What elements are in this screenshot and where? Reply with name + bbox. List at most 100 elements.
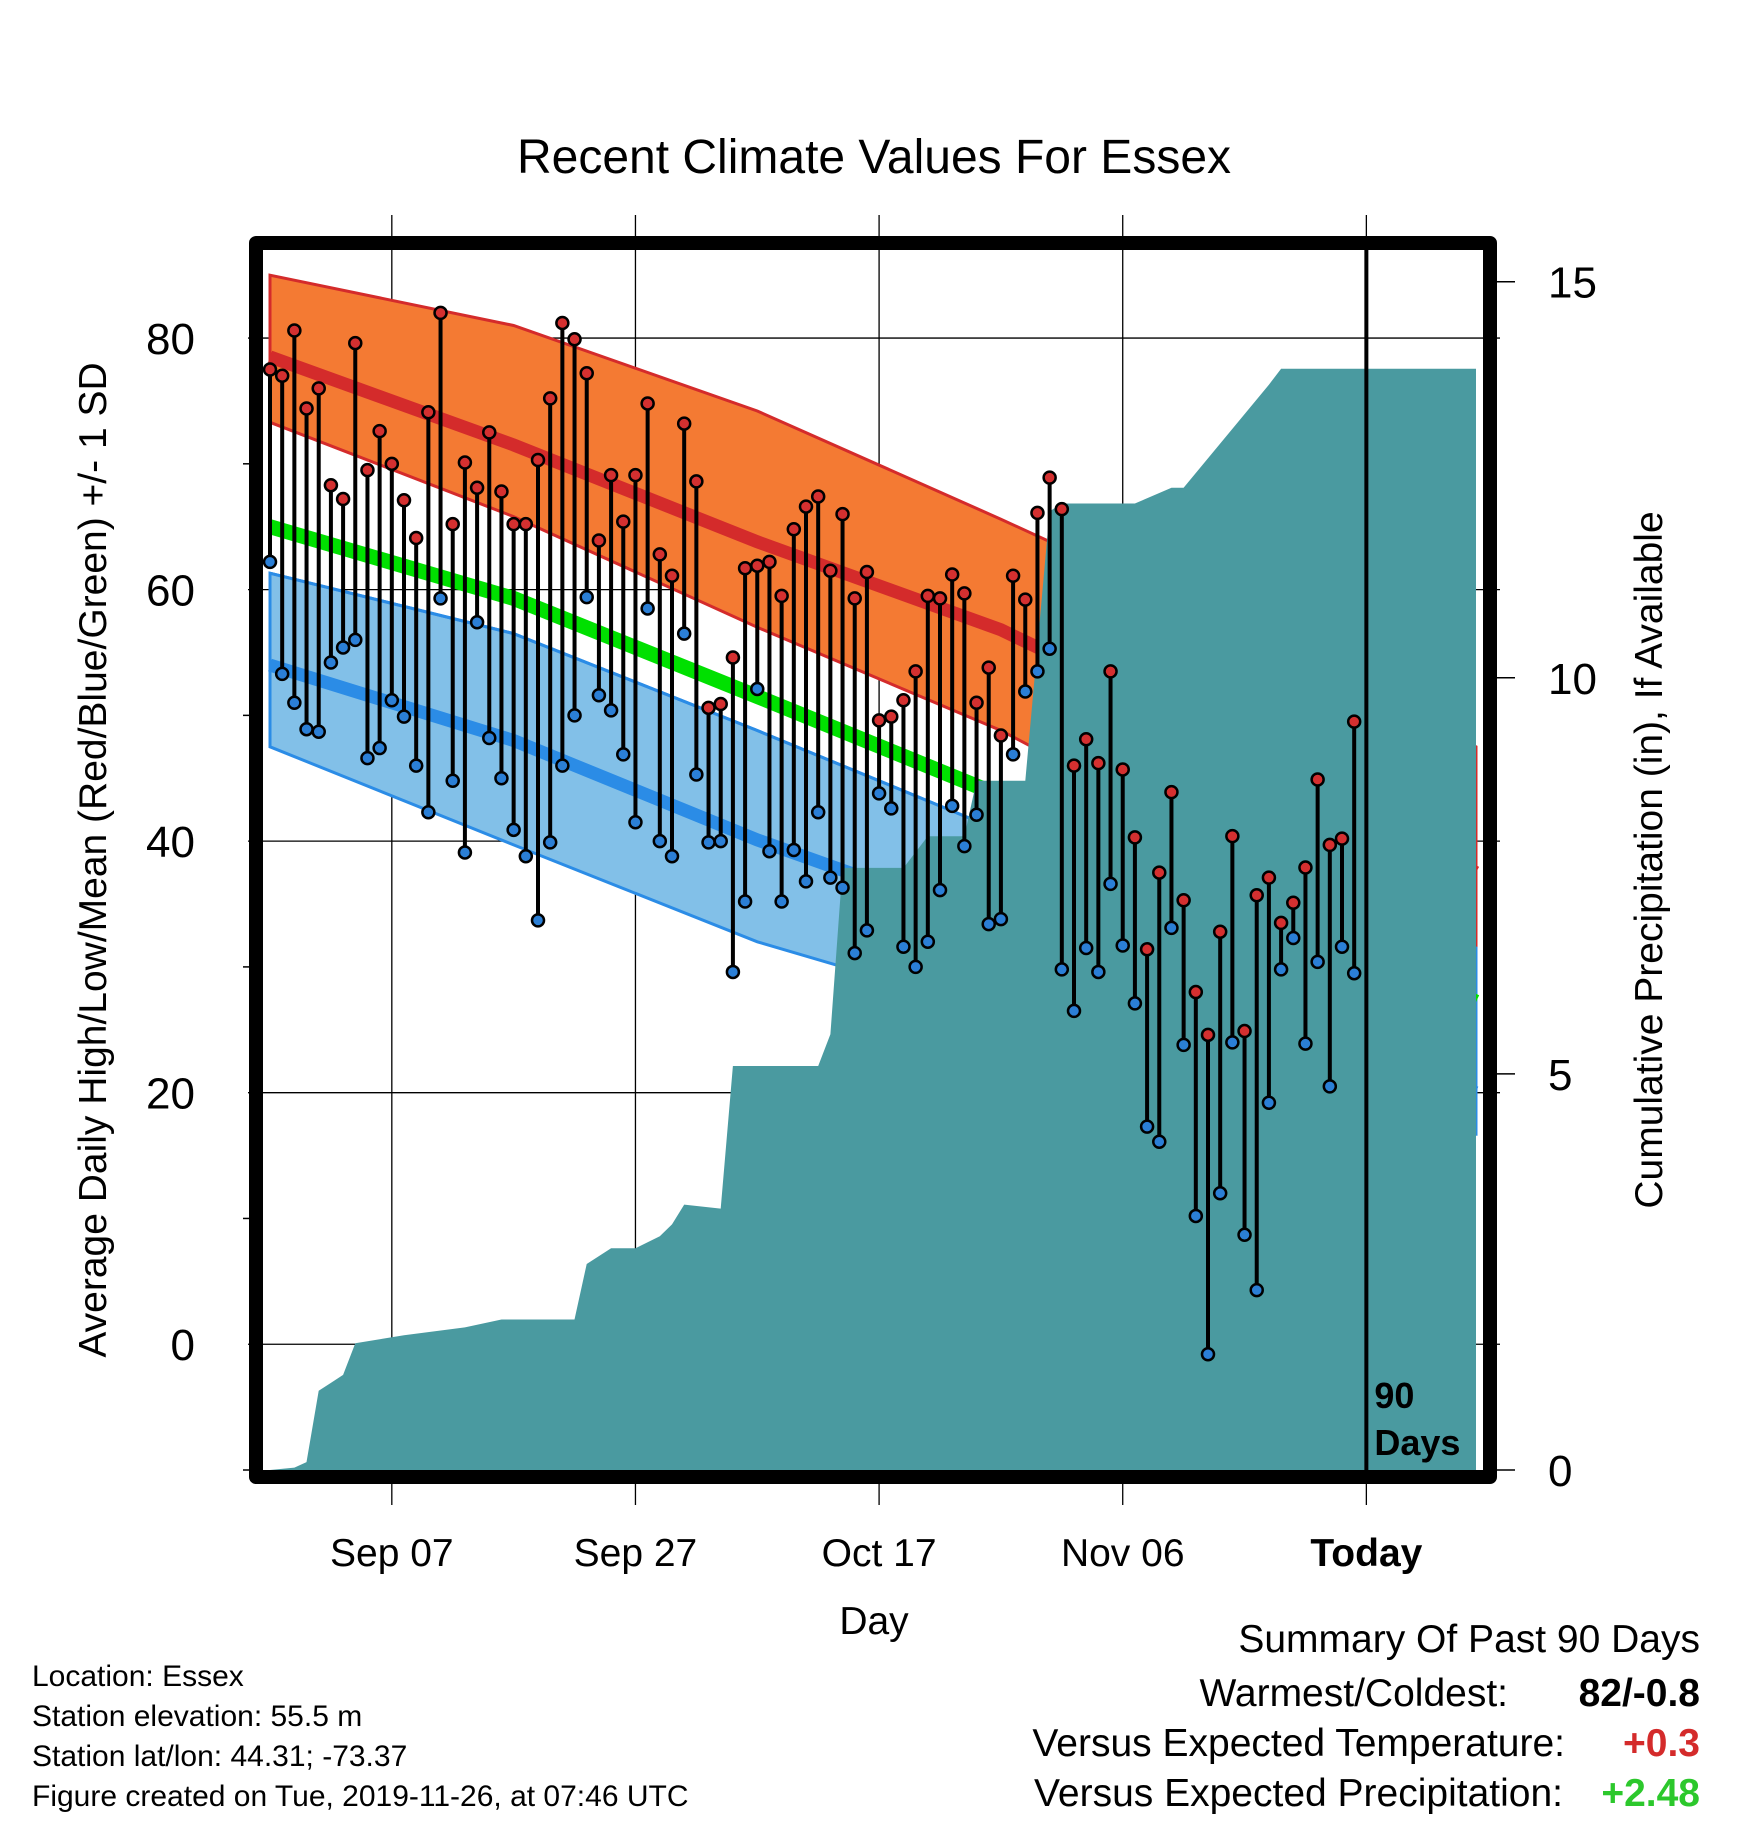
obs-high-point <box>737 560 753 576</box>
obs-high-point <box>421 404 436 420</box>
x-tick-label: Nov 06 <box>1061 1532 1185 1575</box>
obs-high-point <box>1310 772 1325 787</box>
obs-high-point <box>579 366 594 381</box>
obs-high-point <box>908 664 923 679</box>
obs-high-point <box>957 586 972 601</box>
obs-low-point <box>1212 1186 1228 1201</box>
obs-low-point <box>299 721 314 737</box>
y-tick-label: 20 <box>146 1070 195 1119</box>
obs-low-point <box>518 848 534 864</box>
y2-axis-label: Cumulative Precipitation (in), If Availa… <box>1628 511 1671 1208</box>
obs-high-point <box>823 563 838 578</box>
obs-low-point <box>408 758 424 773</box>
obs-low-point <box>579 589 594 605</box>
obs-low-point <box>348 632 363 648</box>
obs-high-point <box>1018 592 1033 607</box>
precipitation-area <box>270 368 1476 1470</box>
obs-low-point <box>1200 1347 1216 1362</box>
y2-tick-label: 5 <box>1548 1051 1572 1100</box>
obs-high-point <box>847 591 862 606</box>
location-text: Location: Essex <box>32 1660 244 1693</box>
obs-low-point <box>567 708 582 723</box>
obs-low-point <box>1152 1134 1167 1149</box>
obs-high-point <box>1249 887 1264 903</box>
obs-high-point <box>652 547 668 562</box>
obs-high-point <box>542 391 558 406</box>
obs-high-point <box>810 489 826 504</box>
obs-high-point <box>287 323 302 338</box>
obs-high-point <box>1334 831 1350 846</box>
obs-low-point <box>311 724 326 739</box>
obs-high-point <box>1322 837 1338 853</box>
created-text: Figure created on Tue, 2019-11-26, at 07… <box>32 1780 689 1813</box>
obs-low-point <box>871 786 887 801</box>
obs-high-point <box>689 474 704 489</box>
x-tick-label: Oct 17 <box>822 1532 937 1575</box>
obs-low-point <box>847 945 862 961</box>
obs-high-point <box>920 588 936 604</box>
y-tick-label: 80 <box>146 315 195 364</box>
today-days-label: Days <box>1374 1422 1460 1463</box>
obs-low-point <box>957 838 972 854</box>
obs-low-point <box>676 626 692 641</box>
obs-high-point <box>1261 870 1277 885</box>
obs-high-point <box>944 567 960 582</box>
obs-low-point <box>1334 939 1350 955</box>
obs-low-point <box>494 770 509 786</box>
plot-frame: 90 Days <box>249 236 1497 1484</box>
obs-high-point <box>591 533 607 548</box>
obs-high-point <box>750 558 765 573</box>
obs-high-point <box>555 315 570 331</box>
obs-high-point <box>981 660 996 675</box>
obs-low-point <box>640 601 655 616</box>
obs-low-point <box>1225 1035 1240 1050</box>
obs-high-point <box>1078 732 1094 747</box>
obs-high-point <box>701 700 716 716</box>
obs-low-point <box>835 880 850 895</box>
obs-high-point <box>1115 762 1130 777</box>
warm-cold-value: 82/-0.8 <box>1578 1672 1700 1715</box>
obs-high-point <box>457 455 473 470</box>
obs-low-point <box>932 882 948 898</box>
obs-low-point <box>1005 747 1021 762</box>
obs-low-point <box>360 750 375 766</box>
obs-high-point <box>762 554 777 570</box>
obs-high-point <box>884 709 899 724</box>
obs-high-point <box>1030 505 1045 521</box>
obs-low-point <box>628 815 643 830</box>
obs-low-point <box>445 773 460 789</box>
today-count-label: 90 <box>1374 1375 1414 1416</box>
obs-low-point <box>664 848 680 864</box>
y2-tick-label: 10 <box>1548 655 1597 704</box>
obs-high-point <box>859 564 875 580</box>
obs-high-point <box>932 591 948 606</box>
obs-low-point <box>530 913 546 928</box>
obs-low-point <box>1139 1119 1155 1134</box>
obs-high-point <box>786 521 802 537</box>
obs-high-point <box>433 305 448 321</box>
obs-high-point <box>335 491 351 507</box>
chart-title: Recent Climate Values For Essex <box>516 131 1232 184</box>
obs-low-point <box>725 964 741 980</box>
temp-label: Versus Expected Temperature: <box>1032 1722 1565 1765</box>
obs-low-point <box>908 959 923 975</box>
obs-high-point <box>1225 828 1240 844</box>
obs-high-point <box>1237 1023 1252 1039</box>
obs-high-point <box>518 516 534 532</box>
obs-low-point <box>323 655 339 670</box>
obs-low-point <box>1030 664 1045 679</box>
obs-high-point <box>372 423 387 439</box>
obs-low-point <box>859 923 875 938</box>
obs-high-point <box>1091 755 1106 771</box>
obs-high-point <box>1139 942 1155 957</box>
obs-low-point <box>823 870 838 885</box>
obs-low-point <box>591 687 607 703</box>
obs-high-point <box>262 362 278 377</box>
obs-high-point <box>1212 924 1228 939</box>
obs-high-point <box>1127 830 1143 845</box>
obs-low-point <box>421 804 436 820</box>
obs-high-point <box>835 506 850 522</box>
obs-high-point <box>1176 892 1191 908</box>
obs-low-point <box>884 801 899 816</box>
obs-low-point <box>1346 965 1362 981</box>
